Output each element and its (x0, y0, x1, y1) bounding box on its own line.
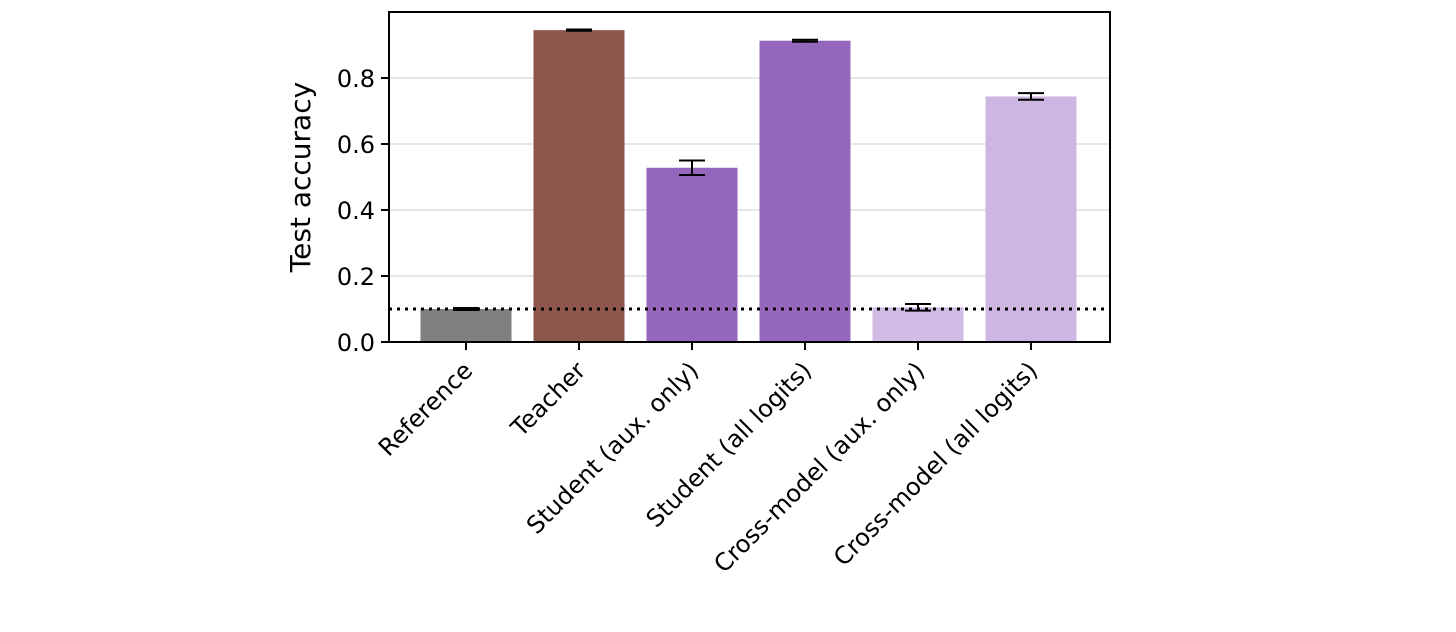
axes-frame (388, 11, 1111, 343)
error-bar-0 (453, 307, 479, 311)
y-tick-label-0: 0.0 (337, 329, 375, 357)
error-bar-5 (1018, 92, 1044, 101)
error-bars (453, 28, 1044, 312)
bar-3 (759, 40, 851, 343)
error-bar-3 (792, 38, 818, 43)
x-tick-label-0: Reference (373, 356, 478, 461)
x-tick-label-5: Cross-model (all logits) (828, 356, 1043, 571)
y-tick-label-3: 0.6 (337, 131, 375, 159)
y-tick-label-4: 0.8 (337, 65, 375, 93)
y-tick-label-1: 0.2 (337, 263, 375, 291)
bar-0 (420, 309, 512, 342)
bar-5 (985, 96, 1077, 342)
error-bar-1 (566, 28, 592, 32)
bar-2 (646, 167, 738, 342)
x-tick-label-1: Teacher (505, 356, 591, 442)
bar-4 (872, 307, 964, 342)
bars (420, 30, 1077, 343)
y-tick-label-2: 0.4 (337, 197, 375, 225)
bar-1 (533, 30, 625, 343)
y-axis-label: Test accuracy (284, 82, 317, 273)
y-axis-ticks: 0.0 0.2 0.4 0.6 0.8 (337, 65, 389, 357)
error-bar-2 (679, 159, 705, 177)
x-tick-label-4: Cross-model (aux. only) (708, 356, 930, 578)
